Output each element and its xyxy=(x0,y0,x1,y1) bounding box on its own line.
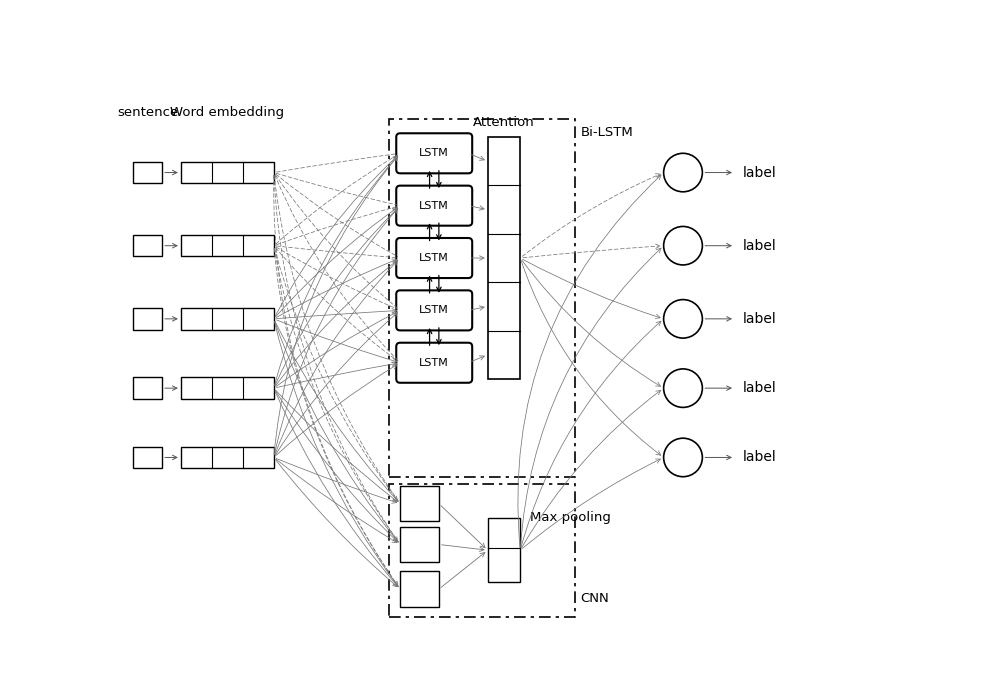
FancyBboxPatch shape xyxy=(396,290,472,330)
Text: label: label xyxy=(743,451,776,465)
Text: Attention: Attention xyxy=(473,116,535,130)
Bar xyxy=(400,527,439,562)
FancyBboxPatch shape xyxy=(396,186,472,225)
Bar xyxy=(400,571,439,607)
Text: label: label xyxy=(743,166,776,180)
Text: LSTM: LSTM xyxy=(419,148,449,158)
Text: LSTM: LSTM xyxy=(419,201,449,211)
Text: CNN: CNN xyxy=(581,592,609,606)
Text: LSTM: LSTM xyxy=(419,358,449,368)
Bar xyxy=(181,235,274,256)
Text: LSTM: LSTM xyxy=(419,305,449,316)
Bar xyxy=(133,447,162,468)
Bar xyxy=(181,308,274,330)
Bar xyxy=(133,162,162,183)
Text: sentence: sentence xyxy=(117,106,178,120)
Bar xyxy=(133,235,162,256)
Text: Word embedding: Word embedding xyxy=(170,106,284,120)
Text: label: label xyxy=(743,381,776,395)
FancyBboxPatch shape xyxy=(396,238,472,278)
Bar xyxy=(388,484,574,617)
Text: LSTM: LSTM xyxy=(419,253,449,263)
Bar xyxy=(400,486,439,522)
Bar xyxy=(488,137,520,379)
FancyBboxPatch shape xyxy=(396,133,472,174)
Bar xyxy=(181,377,274,399)
Text: Max pooling: Max pooling xyxy=(530,511,610,524)
Bar xyxy=(133,377,162,399)
Bar xyxy=(181,162,274,183)
Bar xyxy=(133,308,162,330)
FancyBboxPatch shape xyxy=(396,343,472,383)
Text: Bi-LSTM: Bi-LSTM xyxy=(581,126,633,139)
Text: label: label xyxy=(743,312,776,326)
Bar xyxy=(181,447,274,468)
Bar xyxy=(388,119,574,477)
Text: label: label xyxy=(743,239,776,253)
Bar xyxy=(488,518,520,582)
